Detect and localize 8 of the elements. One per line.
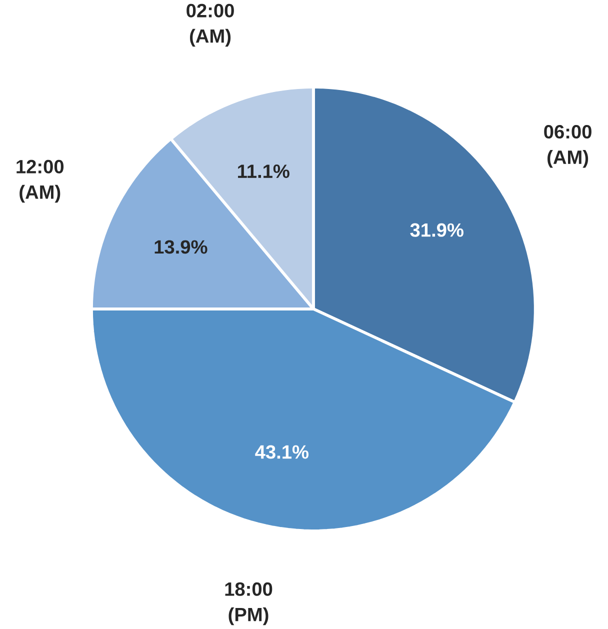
- slice-label: 02:00 (AM): [186, 4, 234, 47]
- slice-label: 18:00 (PM): [225, 582, 272, 626]
- data-label: 11.1%: [238, 164, 290, 178]
- data-label: 31.9%: [410, 223, 464, 237]
- slice-label: 06:00 (AM): [544, 125, 592, 168]
- data-label: 13.9%: [154, 240, 208, 254]
- slice-label: 12:00 (AM): [16, 160, 64, 203]
- data-label: 43.1%: [255, 445, 309, 459]
